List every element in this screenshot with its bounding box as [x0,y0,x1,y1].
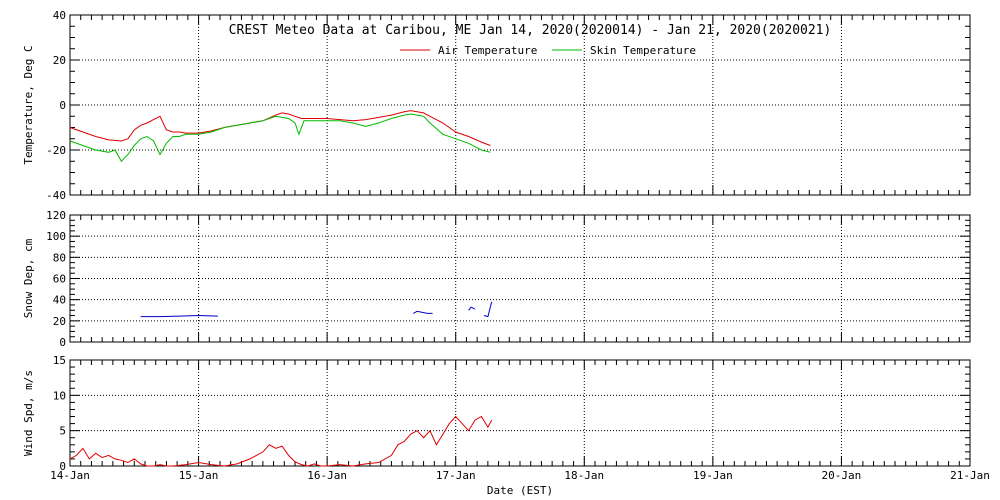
x-tick-label: 17-Jan [436,469,476,482]
y-tick-label: 40 [53,294,66,307]
y-tick-label: 20 [53,315,66,328]
y-axis-label: Snow Dep, cm [22,238,35,318]
series-line-0-segment-0 [140,314,218,318]
y-tick-label: 15 [53,354,66,367]
legend-label-skin-temperature: Skin Temperature [590,44,696,57]
y-tick-label: 0 [59,460,66,473]
x-tick-label: 18-Jan [564,469,604,482]
series-line-0 [69,415,493,467]
y-axis-label: Temperature, Deg C [22,45,35,164]
y-tick-label: 40 [53,9,66,22]
y-tick-label: 10 [53,389,66,402]
y-axis-label: Wind Spd, m/s [22,370,35,456]
x-tick-label: 20-Jan [822,469,862,482]
series-line-0-segment-1 [413,310,433,314]
chart-title: CREST Meteo Data at Caribou, ME Jan 14, … [229,23,832,38]
wind-speed-panel: 0 5 10 15 14-Jan 15-Jan 16-Jan 17-Jan 18-Jan 19-J… [22,354,990,482]
x-tick-label: 21-Jan [950,469,990,482]
series-line-0-segment-2 [468,306,476,311]
y-tick-label: 120 [46,209,66,222]
series-line-air-temperature [69,110,491,146]
y-tick-label: -40 [46,189,66,202]
y-tick-label: 80 [53,251,66,264]
x-tick-label: 15-Jan [179,469,219,482]
series-line-skin-temperature [69,113,491,163]
temperature-panel: -40 -20 0 20 40 Temperature, Deg C [22,9,971,202]
legend-label-air-temperature: Air Temperature [438,44,537,57]
y-tick-label: 20 [53,54,66,67]
y-tick-label: 60 [53,273,66,286]
x-tick-label: 19-Jan [693,469,733,482]
plot-frame [69,359,971,467]
y-tick-label: 0 [59,336,66,349]
y-tick-label: -20 [46,144,66,157]
series-line-0-segment-3 [483,301,493,318]
y-tick-label: 5 [59,425,66,438]
x-axis-label: Date (EST) [487,484,553,497]
x-tick-label: 14-Jan [50,469,90,482]
y-tick-label: 100 [46,230,66,243]
x-tick-label: 16-Jan [307,469,347,482]
snow-depth-panel: 0 20 40 60 80 100 120 Snow Dep, cm [22,209,971,349]
legend: Air Temperature Skin Temperature [400,44,696,57]
y-tick-label: 0 [59,99,66,112]
